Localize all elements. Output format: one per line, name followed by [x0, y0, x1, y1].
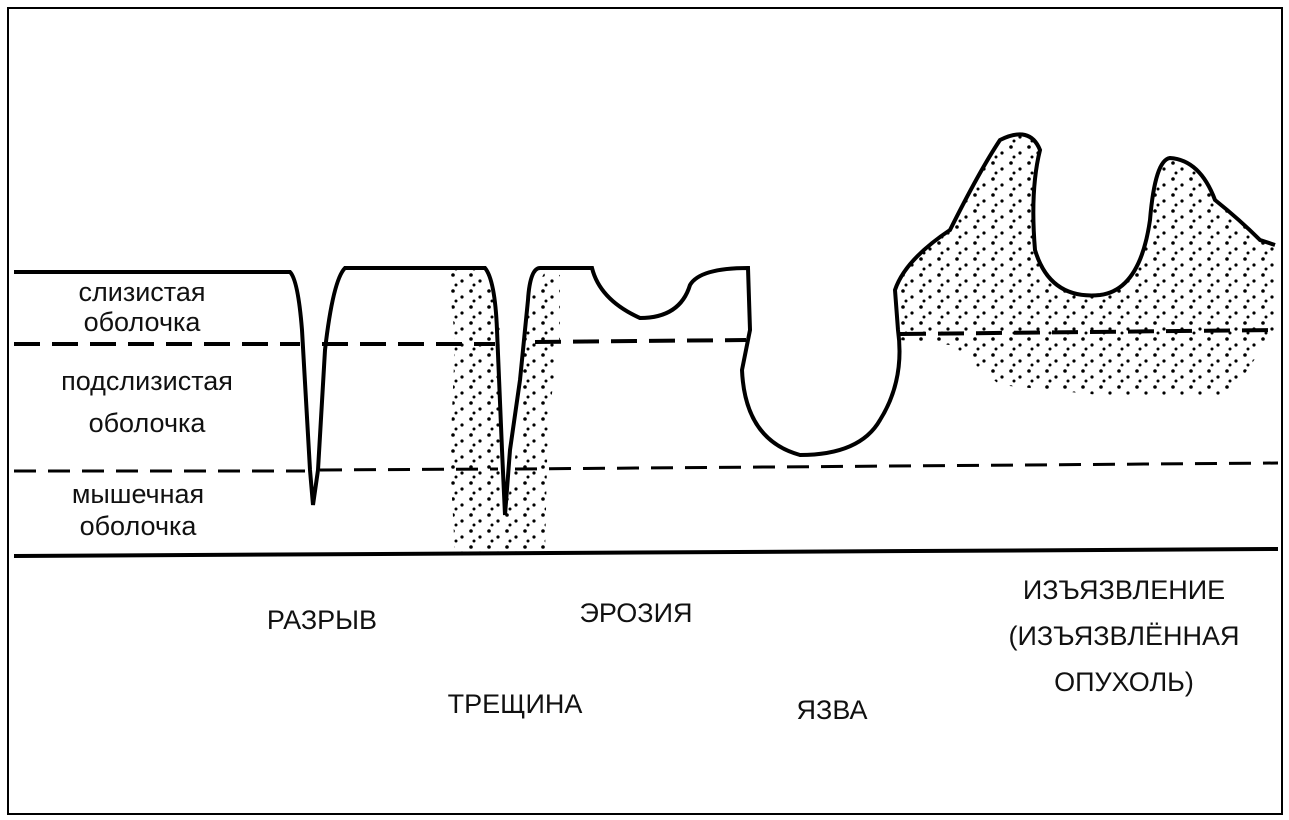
- base-line: [13, 547, 1279, 558]
- lesion-label: ЭРОЗИЯ: [579, 598, 692, 628]
- submucosa-boundary: [14, 461, 1279, 473]
- lesion-label: ОПУХОЛЬ): [1054, 667, 1194, 697]
- surface-line: [14, 132, 1276, 516]
- frame: [7, 7, 1283, 815]
- lesion-label: РАЗРЫВ: [267, 605, 377, 635]
- lesion-label: (ИЗЪЯЗВЛЁННАЯ: [1009, 621, 1240, 651]
- layer-label: мышечная: [72, 479, 204, 509]
- fissure-stipple: [448, 270, 560, 555]
- layer-label: слизистая: [79, 277, 206, 307]
- lesion-label: ИЗЪЯЗВЛЕНИЕ: [1023, 575, 1225, 605]
- layer-label: оболочка: [84, 307, 202, 337]
- layer-label: оболочка: [80, 511, 198, 541]
- layer-label: подслизистая: [61, 366, 233, 396]
- lesion-label: ТРЕЩИНА: [448, 689, 583, 719]
- lesion-label: ЯЗВА: [797, 695, 868, 725]
- layer-label: оболочка: [89, 408, 207, 438]
- mucosa-boundary: [14, 328, 1276, 346]
